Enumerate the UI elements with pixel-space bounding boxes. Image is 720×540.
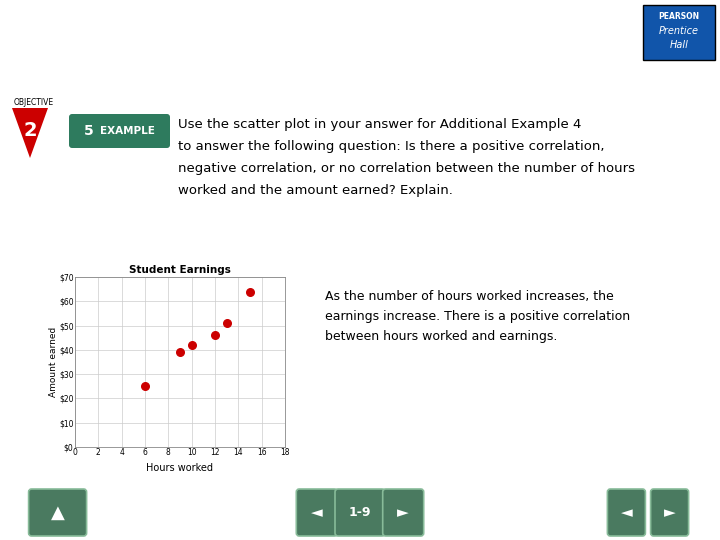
Text: ALGEBRA 1  LESSON 1-9: ALGEBRA 1 LESSON 1-9 — [12, 42, 139, 52]
FancyBboxPatch shape — [651, 489, 688, 536]
Text: As the number of hours worked increases, the: As the number of hours worked increases,… — [325, 290, 613, 303]
Text: to answer the following question: Is there a positive correlation,: to answer the following question: Is the… — [178, 140, 605, 153]
Text: Additional Examples: Additional Examples — [10, 72, 153, 85]
Text: between hours worked and earnings.: between hours worked and earnings. — [325, 330, 557, 343]
Text: ◄: ◄ — [621, 505, 632, 520]
X-axis label: Hours worked: Hours worked — [146, 463, 214, 473]
Text: PAGE: PAGE — [648, 471, 677, 481]
Polygon shape — [12, 108, 48, 158]
Point — [244, 287, 256, 296]
Text: ◄: ◄ — [311, 505, 323, 520]
Text: LESSON: LESSON — [338, 471, 382, 481]
FancyBboxPatch shape — [297, 489, 337, 536]
Text: 5: 5 — [84, 124, 94, 138]
Text: EXAMPLE: EXAMPLE — [100, 126, 155, 136]
FancyBboxPatch shape — [643, 5, 715, 60]
FancyBboxPatch shape — [608, 489, 645, 536]
Text: negative correlation, or no correlation between the number of hours: negative correlation, or no correlation … — [178, 162, 635, 175]
Text: Hall: Hall — [670, 40, 688, 50]
Point — [139, 382, 150, 390]
Text: ►: ► — [664, 505, 675, 520]
Point — [174, 348, 186, 356]
Text: ►: ► — [397, 505, 409, 520]
Text: worked and the amount earned? Explain.: worked and the amount earned? Explain. — [178, 184, 453, 197]
Text: Prentice: Prentice — [659, 26, 699, 36]
Point — [221, 319, 233, 327]
Title: Student Earnings: Student Earnings — [129, 265, 231, 275]
Text: MAIN MENU: MAIN MENU — [25, 471, 90, 481]
Text: Use the scatter plot in your answer for Additional Example 4: Use the scatter plot in your answer for … — [178, 118, 581, 131]
Text: 1-9: 1-9 — [348, 506, 372, 519]
Y-axis label: Amount earned: Amount earned — [48, 327, 58, 397]
Point — [186, 341, 197, 349]
Point — [210, 331, 221, 340]
FancyBboxPatch shape — [335, 489, 385, 536]
FancyBboxPatch shape — [69, 114, 170, 148]
Text: Graphing Data on the Coordinate Plane: Graphing Data on the Coordinate Plane — [12, 14, 445, 33]
Text: PEARSON: PEARSON — [658, 12, 700, 21]
Text: OBJECTIVE: OBJECTIVE — [14, 98, 54, 107]
FancyBboxPatch shape — [29, 489, 86, 536]
Text: earnings increase. There is a positive correlation: earnings increase. There is a positive c… — [325, 310, 630, 323]
Text: 2: 2 — [23, 120, 37, 139]
Text: ▲: ▲ — [50, 503, 65, 522]
FancyBboxPatch shape — [383, 489, 423, 536]
